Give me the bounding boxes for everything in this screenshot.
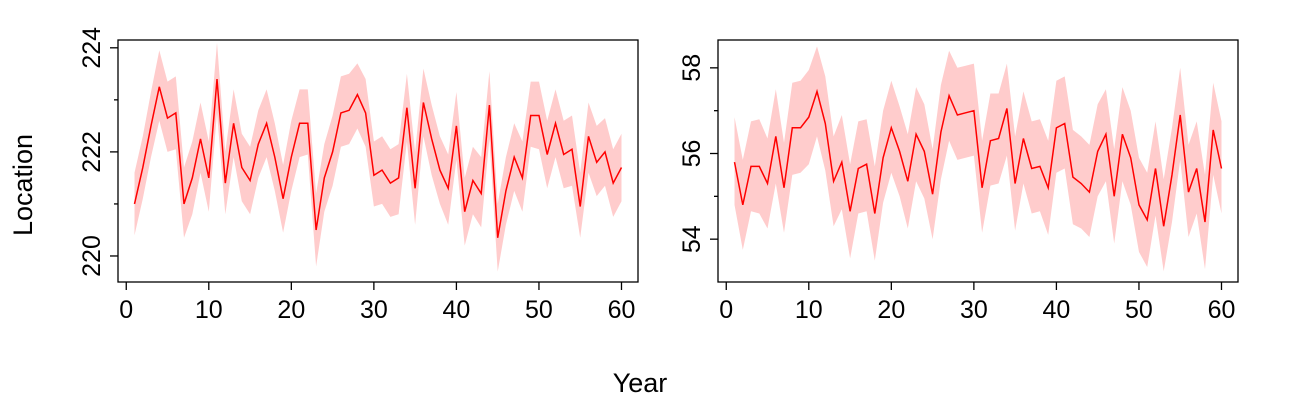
plot-frame	[117, 39, 639, 283]
x-tick-label: 40	[443, 296, 471, 324]
right-panel: 0 10 20 30 40 50 60 54 56 58	[678, 39, 1239, 324]
x-tick-label: 0	[119, 296, 133, 324]
x-tick-label: 20	[277, 296, 305, 324]
plot-frame	[717, 39, 1239, 283]
x-tick-label: 20	[877, 296, 905, 324]
x-tick-label: 30	[360, 296, 388, 324]
x-axis-label: Year	[613, 368, 668, 398]
series-line	[133, 78, 623, 238]
y-axis-label: Location	[8, 134, 38, 236]
x-tick-label: 30	[960, 296, 988, 324]
y-tick-label: 58	[678, 54, 706, 82]
x-tick-label: 60	[608, 296, 636, 324]
y-tick-label: 56	[678, 140, 706, 168]
confidence-band	[134, 42, 622, 272]
x-tick-label: 50	[1125, 296, 1153, 324]
x-tick-label: 50	[525, 296, 553, 324]
x-tick-label: 40	[1043, 296, 1071, 324]
left-panel: 0 10 20 30 40 50 60 220 222 224	[78, 27, 639, 324]
y-tick-label: 220	[78, 235, 106, 277]
x-tick-label: 60	[1208, 296, 1236, 324]
x-tick-label: 0	[719, 296, 733, 324]
y-tick-label: 224	[78, 27, 106, 69]
confidence-band	[734, 46, 1222, 272]
series-line	[733, 88, 1223, 227]
x-tick-label: 10	[795, 296, 823, 324]
x-tick-label: 10	[195, 296, 223, 324]
y-tick-label: 54	[678, 225, 706, 253]
y-tick-label: 222	[78, 131, 106, 173]
